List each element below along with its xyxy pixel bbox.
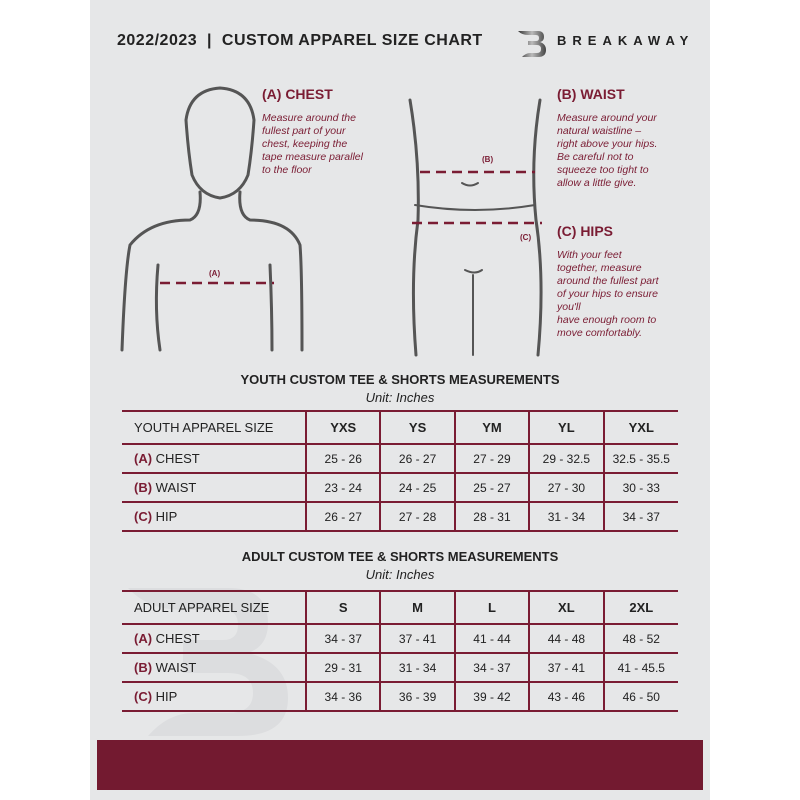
chest-description: Measure around the fullest part of your ch… xyxy=(262,112,363,176)
measurement-value: 29 - 31 xyxy=(304,653,381,683)
waist-line-label: (B) xyxy=(482,155,493,164)
size-column-header: YXS xyxy=(304,410,381,445)
measurement-value: 48 - 52 xyxy=(602,624,678,654)
adult-table-title: ADULT CUSTOM TEE & SHORTS MEASUREMENTS xyxy=(241,549,559,564)
measurement-value: 46 - 50 xyxy=(602,682,678,712)
measurement-value: 27 - 28 xyxy=(379,502,455,532)
measurement-value: 31 - 34 xyxy=(379,653,455,683)
youth-table-unit: Unit: Inches xyxy=(365,390,435,405)
measurement-value: 29 - 32.5 xyxy=(528,444,604,474)
measurement-label: (C) HIP xyxy=(122,682,306,712)
size-column-header: YS xyxy=(379,410,455,445)
measurement-value: 41 - 44 xyxy=(453,624,530,654)
size-column-header: YL xyxy=(528,410,604,445)
table-row: (C) HIP 26 - 27 27 - 28 28 - 31 31 - 34 34 - … xyxy=(122,502,678,532)
page-title: 2022/2023 | CUSTOM APPAREL SIZE CHART xyxy=(117,32,483,49)
size-label-header: YOUTH APPAREL SIZE xyxy=(122,410,306,445)
table-row: (A) CHEST 25 - 26 26 - 27 27 - 29 29 - 32.5 3… xyxy=(122,444,678,474)
table-row: (C) HIP 34 - 36 36 - 39 39 - 42 43 - 46 46 - … xyxy=(122,682,678,712)
measurement-value: 26 - 27 xyxy=(379,444,455,474)
chest-heading: (A) CHEST xyxy=(262,86,333,102)
measurement-name: HIP xyxy=(155,509,178,524)
measurement-value: 37 - 41 xyxy=(379,624,455,654)
chest-line-label: (A) xyxy=(209,269,220,278)
brand-name: BREAKAWAY xyxy=(557,33,695,48)
measurement-code: (A) xyxy=(134,451,153,466)
measurement-value: 32.5 - 35.5 xyxy=(602,444,678,474)
size-column-header: M xyxy=(379,590,455,625)
measurement-value: 34 - 37 xyxy=(602,502,678,532)
measurement-value: 34 - 37 xyxy=(304,624,381,654)
measurement-value: 39 - 42 xyxy=(453,682,530,712)
youth-table-title: YOUTH CUSTOM TEE & SHORTS MEASUREMENTS xyxy=(240,372,560,387)
measurement-code: (C) xyxy=(134,689,153,704)
footer-band xyxy=(97,740,703,790)
table-row: (A) CHEST 34 - 37 37 - 41 41 - 44 44 - 48 48 … xyxy=(122,624,678,654)
body-figures-illustration: (A) (B) (C) xyxy=(120,86,543,357)
size-column-header: S xyxy=(304,590,381,625)
size-column-header: XL xyxy=(528,590,604,625)
table-header-row: YOUTH APPAREL SIZE YXS YS YM YL YXL xyxy=(122,410,678,445)
size-column-header: 2XL xyxy=(602,590,678,625)
measurement-value: 34 - 37 xyxy=(453,653,530,683)
measurement-label: (A) CHEST xyxy=(122,444,306,474)
hips-description: With your feet together, measure around th… xyxy=(557,249,659,339)
measurement-value: 36 - 39 xyxy=(379,682,455,712)
waist-heading: (B) WAIST xyxy=(557,86,625,102)
measurement-name: WAIST xyxy=(155,480,197,495)
measurement-value: 26 - 27 xyxy=(304,502,381,532)
measurement-label: (C) HIP xyxy=(122,502,306,532)
measurement-value: 25 - 26 xyxy=(304,444,381,474)
measurement-value: 27 - 30 xyxy=(528,473,604,503)
measurement-value: 24 - 25 xyxy=(379,473,455,503)
measurement-label: (A) CHEST xyxy=(122,624,306,654)
table-header-row: ADULT APPAREL SIZE S M L XL 2XL xyxy=(122,590,678,625)
measurement-label: (B) WAIST xyxy=(122,473,306,503)
adult-size-table: ADULT APPAREL SIZE S M L XL 2XL (A) CHEST 34 - … xyxy=(122,590,678,712)
size-column-header: YM xyxy=(453,410,530,445)
measurement-name: CHEST xyxy=(155,631,200,646)
measurement-value: 37 - 41 xyxy=(528,653,604,683)
measurement-value: 30 - 33 xyxy=(602,473,678,503)
measurement-value: 28 - 31 xyxy=(453,502,530,532)
measurement-value: 23 - 24 xyxy=(304,473,381,503)
measurement-value: 41 - 45.5 xyxy=(602,653,678,683)
measurement-name: CHEST xyxy=(155,451,200,466)
table-row: (B) WAIST 23 - 24 24 - 25 25 - 27 27 - 30 30 … xyxy=(122,473,678,503)
measurement-code: (B) xyxy=(134,660,153,675)
measurement-code: (C) xyxy=(134,509,153,524)
youth-size-table: YOUTH APPAREL SIZE YXS YS YM YL YXL (A) CHEST 2… xyxy=(122,410,678,532)
hips-line-label: (C) xyxy=(520,233,531,242)
table-row: (B) WAIST 29 - 31 31 - 34 34 - 37 37 - 41 41 … xyxy=(122,653,678,683)
adult-table-unit: Unit: Inches xyxy=(365,567,435,582)
size-column-header: L xyxy=(453,590,530,625)
measurement-value: 31 - 34 xyxy=(528,502,604,532)
measurement-value: 43 - 46 xyxy=(528,682,604,712)
measurement-label: (B) WAIST xyxy=(122,653,306,683)
measurement-value: 25 - 27 xyxy=(453,473,530,503)
waist-description: Measure around your natural waistline – ri… xyxy=(557,112,658,189)
measurement-value: 27 - 29 xyxy=(453,444,530,474)
measurement-value: 44 - 48 xyxy=(528,624,604,654)
hips-heading: (C) HIPS xyxy=(557,223,613,239)
measurement-name: WAIST xyxy=(155,660,197,675)
measurement-value: 34 - 36 xyxy=(304,682,381,712)
size-label-header: ADULT APPAREL SIZE xyxy=(122,590,306,625)
size-column-header: YXL xyxy=(602,410,678,445)
measurement-name: HIP xyxy=(155,689,178,704)
breakaway-logo xyxy=(518,31,546,57)
measurement-code: (B) xyxy=(134,480,153,495)
measurement-code: (A) xyxy=(134,631,153,646)
